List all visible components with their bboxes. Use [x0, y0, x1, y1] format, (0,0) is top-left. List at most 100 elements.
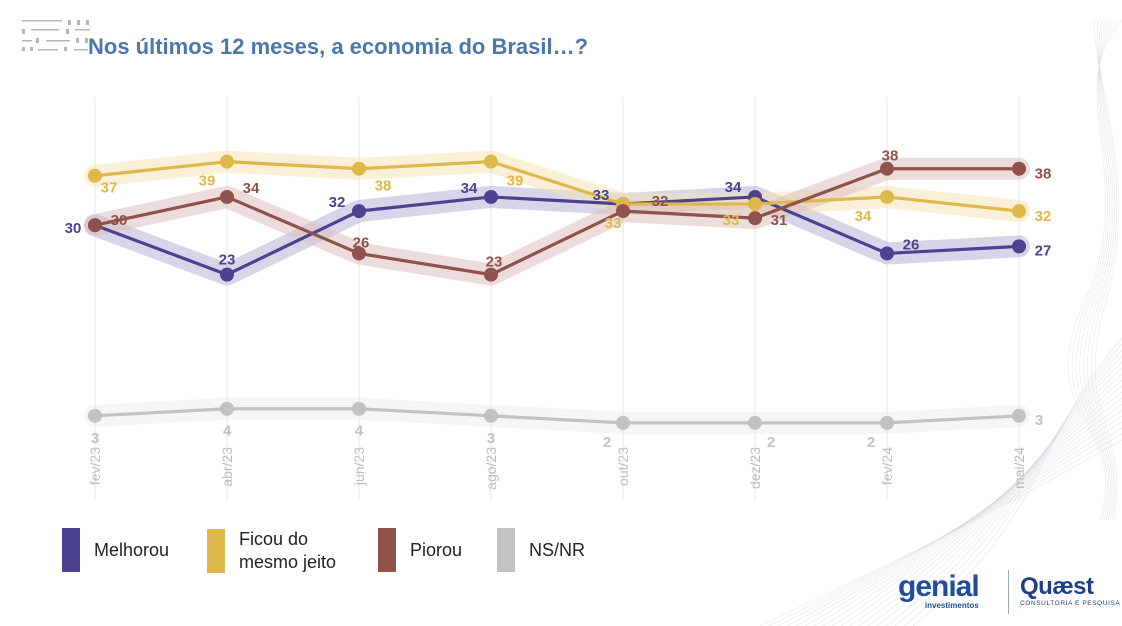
- data-label-melhorou: 32: [329, 194, 346, 211]
- legend-label-melhorou: Melhorou: [94, 539, 170, 560]
- data-label-ficou-do-mesmo-jeito: 38: [375, 178, 392, 195]
- x-tick-label: out/23: [615, 447, 631, 486]
- x-tick-label: dez/23: [747, 447, 763, 489]
- legend-swatch-ficou: [207, 529, 225, 573]
- decorative-wave-line: [876, 361, 1122, 626]
- legend-label-nsnr: NS/NR: [529, 539, 586, 560]
- data-label-ficou-do-mesmo-jeito: 33: [605, 215, 622, 232]
- decorative-wave-line: [858, 373, 1122, 626]
- data-label-melhorou: 23: [219, 252, 236, 269]
- data-label-ficou-do-mesmo-jeito: 37: [101, 180, 118, 197]
- data-label-ns-nr: 2: [867, 434, 875, 451]
- data-label-ficou-do-mesmo-jeito: 39: [199, 173, 216, 190]
- point-piorou: [748, 211, 762, 226]
- decorative-wave-line: [849, 379, 1122, 626]
- genial-logo-sub: investimentos: [924, 601, 979, 610]
- point-piorou: [484, 267, 498, 282]
- decorative-wave-line: [813, 403, 1122, 626]
- decorative-wave-line: [885, 355, 1122, 626]
- x-axis-ticks: fev/23 abr/23 jun/23 ago/23 out/23 dez/23 fev/…: [87, 447, 1027, 490]
- data-label-ns-nr: 4: [355, 423, 364, 440]
- point-piorou: [220, 189, 234, 204]
- data-label-melhorou: 26: [903, 236, 920, 253]
- x-tick-label: mai/24: [1011, 447, 1027, 489]
- point-melhorou: [484, 189, 498, 204]
- quaest-logo-word: Quæst: [1020, 573, 1094, 600]
- data-label-melhorou: 27: [1035, 242, 1052, 259]
- legend-swatch-piorou: [378, 528, 396, 572]
- data-label-piorou: 26: [353, 234, 370, 251]
- point-ns-nr: [616, 415, 630, 430]
- decorative-wave-line: [867, 367, 1122, 626]
- series-lines: [94, 160, 1020, 425]
- decorative-wave-line: [1079, 19, 1112, 521]
- quaest-logo-sub: CONSULTORIA E PESQUISA: [1020, 600, 1121, 607]
- point-ficou-do-mesmo-jeito: [352, 161, 366, 176]
- data-label-piorou: 32: [652, 193, 669, 210]
- data-label-melhorou: 34: [461, 180, 478, 197]
- decorative-wave-line: [1093, 19, 1119, 521]
- legend-label-piorou: Piorou: [410, 539, 463, 560]
- chart-title: Nos últimos 12 meses, a economia do Bras…: [88, 34, 589, 59]
- decorative-wave-line: [903, 343, 1122, 626]
- genial-logo-word: genial: [898, 570, 980, 603]
- point-melhorou: [220, 267, 234, 282]
- legend-item-melhorou: Melhorou: [62, 528, 169, 572]
- data-label-melhorou: 34: [725, 179, 742, 196]
- data-label-ns-nr: 2: [767, 434, 775, 451]
- point-piorou: [352, 246, 366, 261]
- point-piorou: [1012, 161, 1026, 176]
- point-melhorou: [1012, 239, 1026, 254]
- point-ficou-do-mesmo-jeito: [88, 168, 102, 183]
- decorative-wave-line: [1071, 19, 1119, 521]
- point-piorou: [616, 204, 630, 219]
- x-tick-label: abr/23: [219, 447, 235, 487]
- point-ns-nr: [484, 408, 498, 423]
- point-melhorou: [352, 204, 366, 219]
- decorative-wave-line: [840, 385, 1122, 626]
- data-label-ficou-do-mesmo-jeito: 32: [1035, 208, 1052, 225]
- point-ns-nr: [748, 415, 762, 430]
- decorative-wave-line: [1087, 19, 1116, 521]
- decorative-wave-line: [894, 349, 1122, 626]
- line-melhorou: [94, 195, 1020, 277]
- decorative-wave-line: [1090, 19, 1118, 521]
- decorative-wave-lines: [759, 19, 1122, 626]
- decorative-wave-line: [912, 337, 1122, 626]
- decorative-wave-line: [1075, 19, 1115, 521]
- legend-item-ficou: Ficou do mesmo jeito: [207, 528, 336, 574]
- legend-item-nsnr: NS/NR: [497, 528, 585, 572]
- data-label-piorou: 31: [771, 212, 788, 229]
- logo-divider: [1008, 570, 1009, 614]
- point-ns-nr: [1012, 408, 1026, 423]
- x-tick-label: fev/23: [87, 447, 103, 485]
- decorative-wave-line: [831, 391, 1122, 626]
- point-ns-nr: [88, 408, 102, 423]
- decorative-wave-line: [822, 397, 1122, 626]
- data-label-piorou: 38: [882, 148, 899, 165]
- data-label-melhorou: 30: [65, 220, 82, 237]
- point-ns-nr: [220, 401, 234, 416]
- data-label-ns-nr: 3: [487, 430, 495, 447]
- decorative-wave-line: [804, 409, 1122, 626]
- point-ficou-do-mesmo-jeito: [1012, 204, 1026, 219]
- data-label-ns-nr: 3: [91, 430, 99, 447]
- point-ficou-do-mesmo-jeito: [748, 197, 762, 212]
- x-tick-label: fev/24: [879, 447, 895, 485]
- data-label-ns-nr: 4: [223, 423, 232, 440]
- data-label-melhorou: 33: [593, 187, 610, 204]
- point-piorou: [880, 161, 894, 176]
- data-label-piorou: 30: [111, 212, 128, 229]
- data-label-ns-nr: 3: [1035, 412, 1043, 429]
- data-label-ficou-do-mesmo-jeito: 33: [723, 212, 740, 229]
- genial-logo: genial investimentos: [898, 570, 980, 611]
- series-points: [88, 154, 1026, 430]
- data-label-ficou-do-mesmo-jeito: 34: [855, 208, 872, 225]
- point-melhorou: [880, 246, 894, 261]
- legend-swatch-nsnr: [497, 528, 515, 572]
- data-label-ns-nr: 2: [603, 434, 611, 451]
- line-ficou-do-mesmo-jeito: [94, 160, 1020, 213]
- x-tick-label: ago/23: [483, 447, 499, 490]
- point-ns-nr: [880, 415, 894, 430]
